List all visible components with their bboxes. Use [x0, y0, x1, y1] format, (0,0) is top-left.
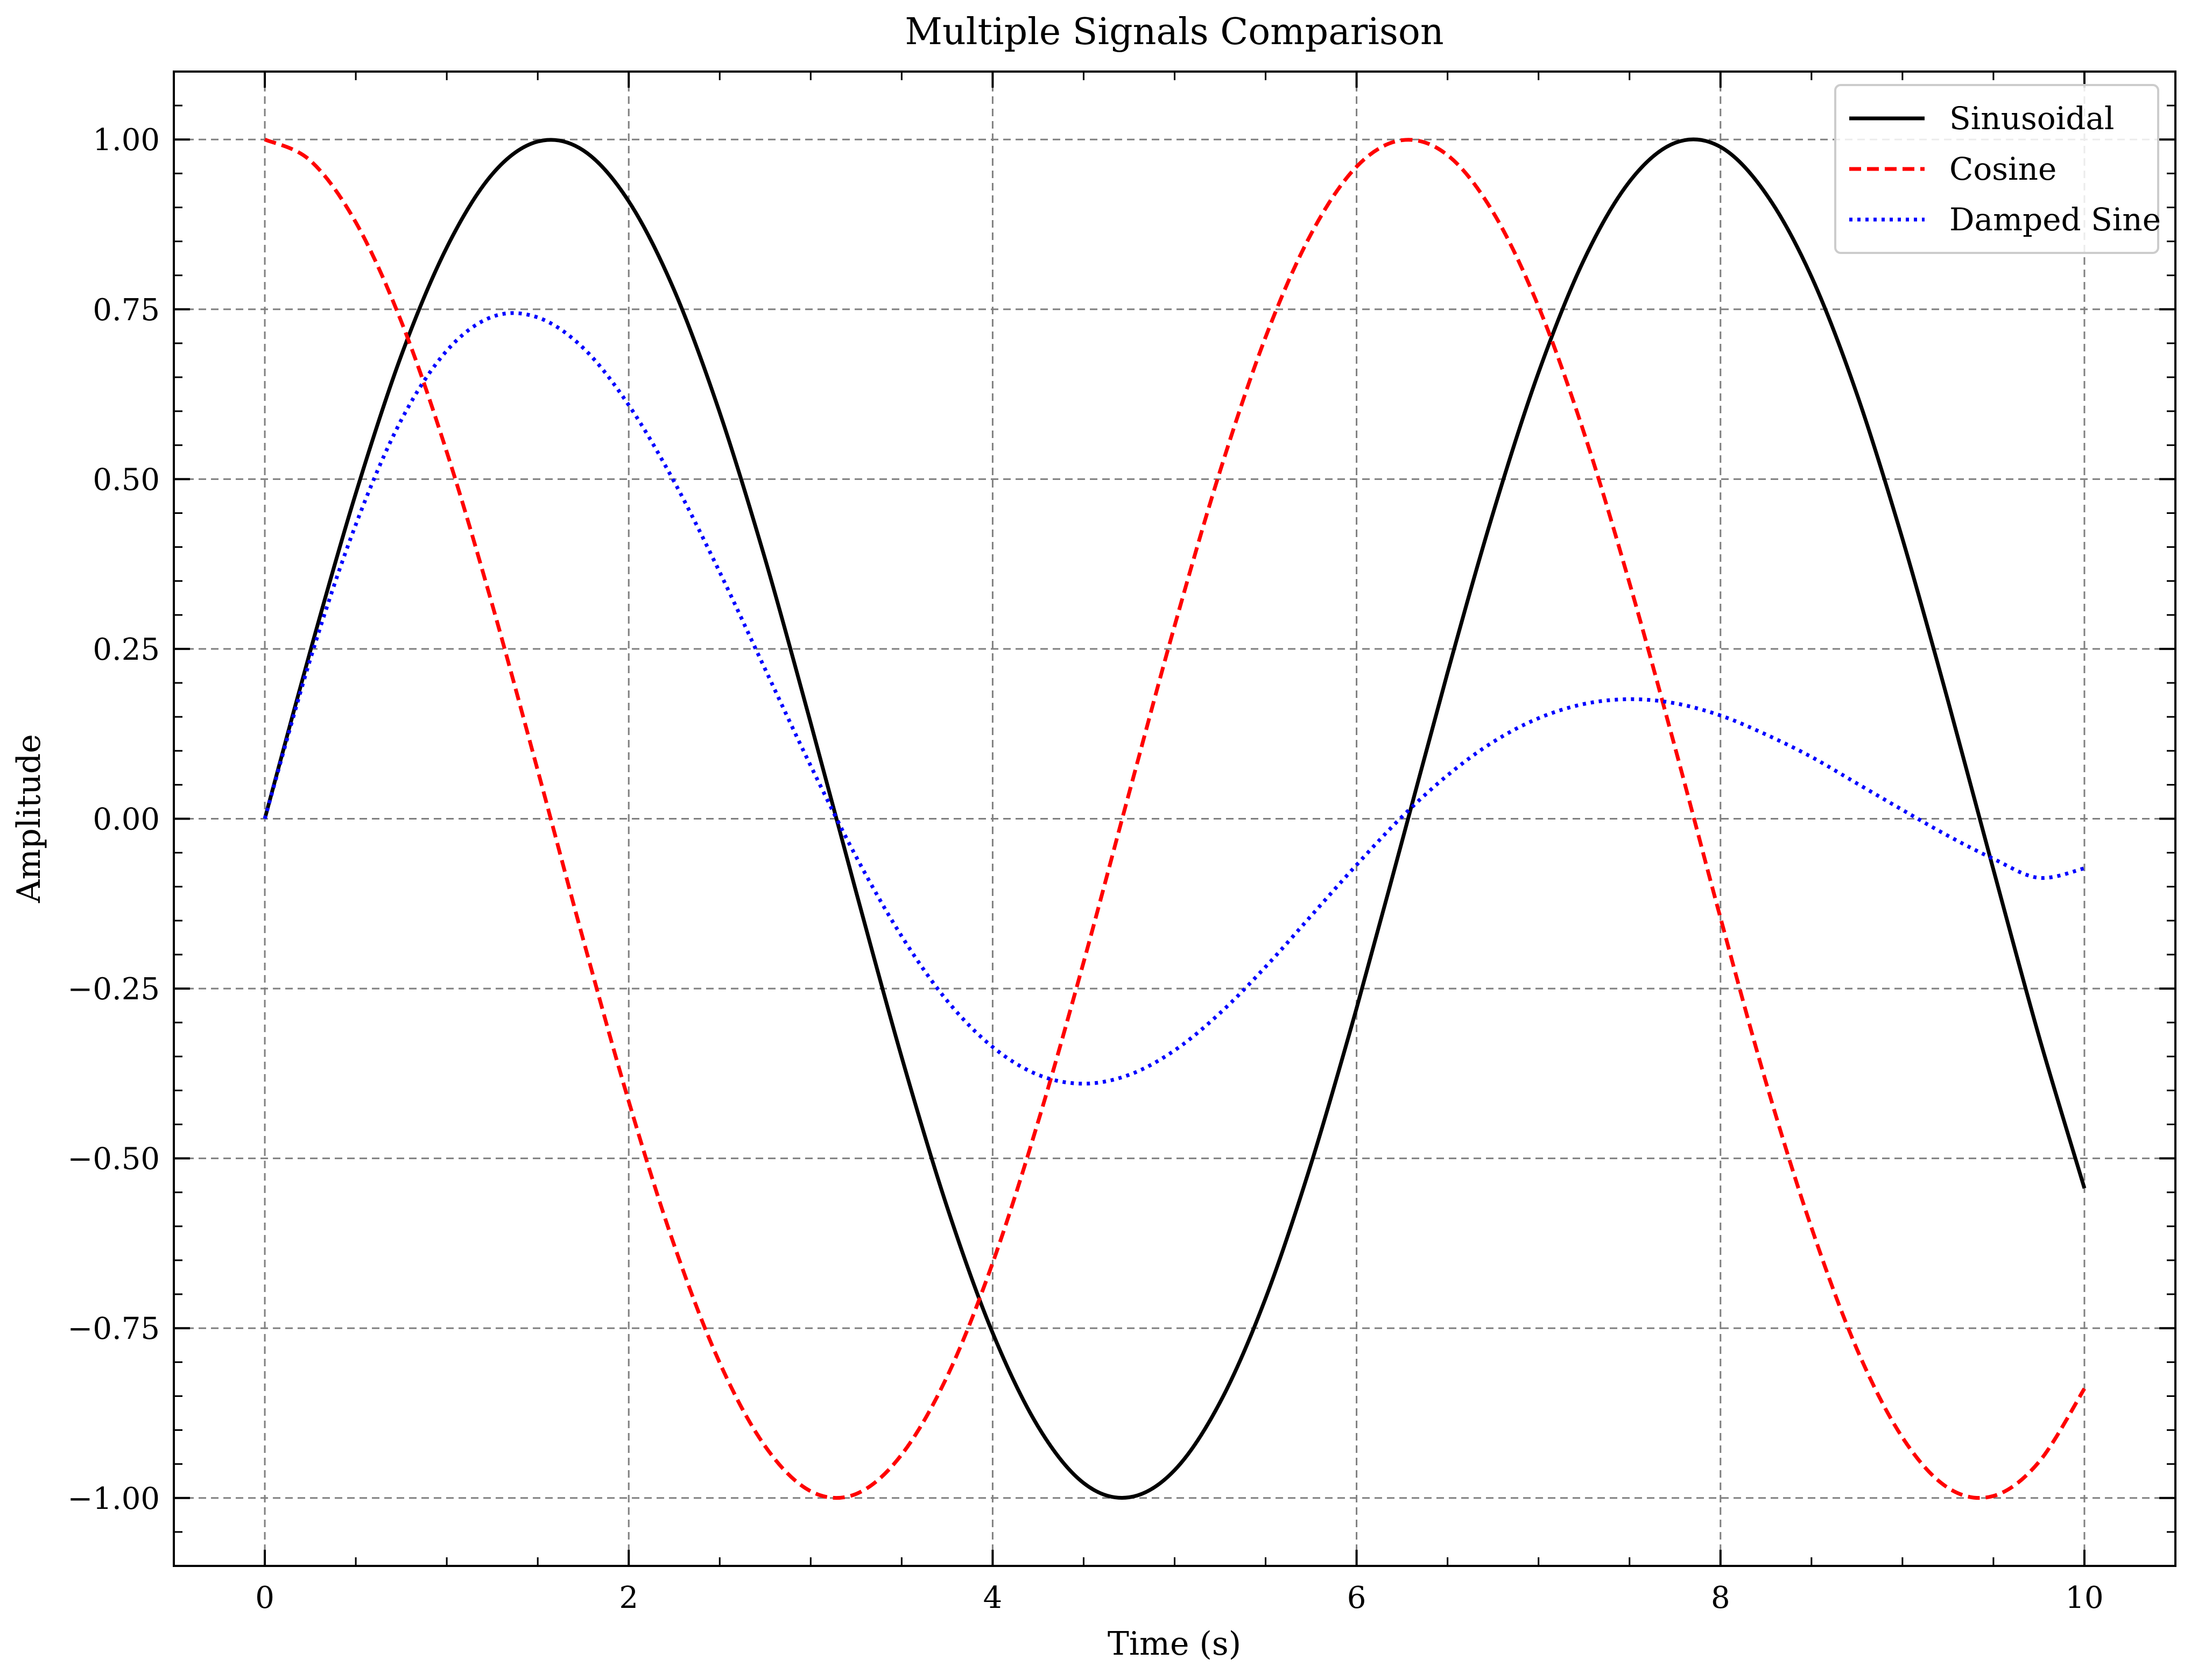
y-tick-label: 0.25 — [93, 632, 160, 667]
x-tick-label: 8 — [1711, 1580, 1730, 1615]
y-tick-label: 0.00 — [93, 802, 160, 837]
grid-lines — [174, 72, 2175, 1566]
axis-ticks — [173, 70, 2176, 1567]
legend-label-sinusoidal: Sinusoidal — [1949, 100, 2114, 137]
legend: Sinusoidal Cosine Damped Sine — [1834, 84, 2161, 254]
y-tick-labels: 1.00 0.75 0.50 0.25 0.00 −0.25 −0.50 −0.75 −1.00 — [67, 123, 160, 1516]
series-line-sinusoidal — [263, 137, 2087, 1500]
series-line-damped-sine — [263, 311, 2085, 1086]
series-line-cosine — [264, 137, 2086, 1500]
legend-items: Sinusoidal Cosine Damped Sine — [1849, 100, 2161, 238]
x-tick-label: 0 — [255, 1580, 274, 1615]
y-tick-label: −0.75 — [67, 1311, 160, 1346]
x-tick-label: 4 — [983, 1580, 1003, 1615]
y-tick-label: 0.75 — [93, 293, 160, 328]
y-tick-label: 1.00 — [93, 123, 160, 158]
y-tick-label: −1.00 — [67, 1481, 160, 1516]
legend-label-cosine: Cosine — [1949, 151, 2056, 187]
x-tick-label: 10 — [2065, 1580, 2103, 1615]
x-tick-label: 6 — [1347, 1580, 1366, 1615]
y-tick-label: 0.50 — [93, 462, 160, 497]
series-layer — [263, 137, 2087, 1500]
chart-title: Multiple Signals Comparison — [905, 11, 1443, 53]
y-axis-label: Amplitude — [10, 734, 48, 903]
y-tick-label: −0.25 — [67, 972, 160, 1007]
x-tick-labels: 0 2 4 6 8 10 — [255, 1580, 2103, 1615]
x-axis-label: Time (s) — [1108, 1625, 1241, 1663]
x-tick-label: 2 — [619, 1580, 638, 1615]
legend-box — [1834, 84, 2159, 254]
legend-label-damped-sine: Damped Sine — [1949, 201, 2161, 238]
y-tick-label: −0.50 — [67, 1142, 160, 1177]
